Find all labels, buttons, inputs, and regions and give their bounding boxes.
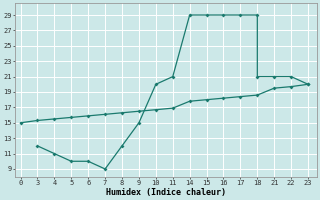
X-axis label: Humidex (Indice chaleur): Humidex (Indice chaleur) (106, 188, 226, 197)
